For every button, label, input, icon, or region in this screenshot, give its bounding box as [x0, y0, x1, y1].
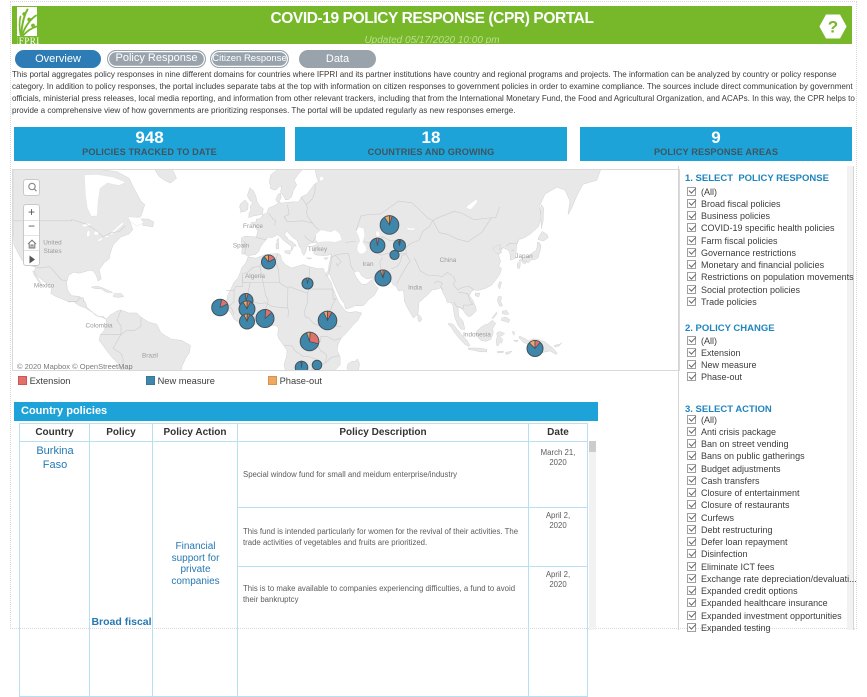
svg-text:Algeria: Algeria [245, 273, 265, 280]
svg-text:?: ? [828, 17, 838, 36]
svg-text:Brazil: Brazil [142, 353, 158, 360]
svg-text:China: China [440, 257, 457, 264]
svg-text:Turkey: Turkey [308, 246, 328, 253]
svg-text:Japan: Japan [515, 253, 533, 260]
svg-text:France: France [243, 223, 263, 230]
svg-text:Colombia: Colombia [86, 323, 113, 330]
svg-text:Iran: Iran [362, 261, 373, 268]
svg-text:States: States [43, 248, 61, 255]
svg-text:Spain: Spain [233, 243, 250, 250]
svg-text:India: India [408, 285, 422, 292]
svg-text:Mexico: Mexico [34, 283, 55, 290]
svg-text:IFPRI: IFPRI [17, 36, 40, 45]
svg-text:Indonesia: Indonesia [463, 332, 491, 339]
svg-text:United: United [43, 240, 62, 247]
